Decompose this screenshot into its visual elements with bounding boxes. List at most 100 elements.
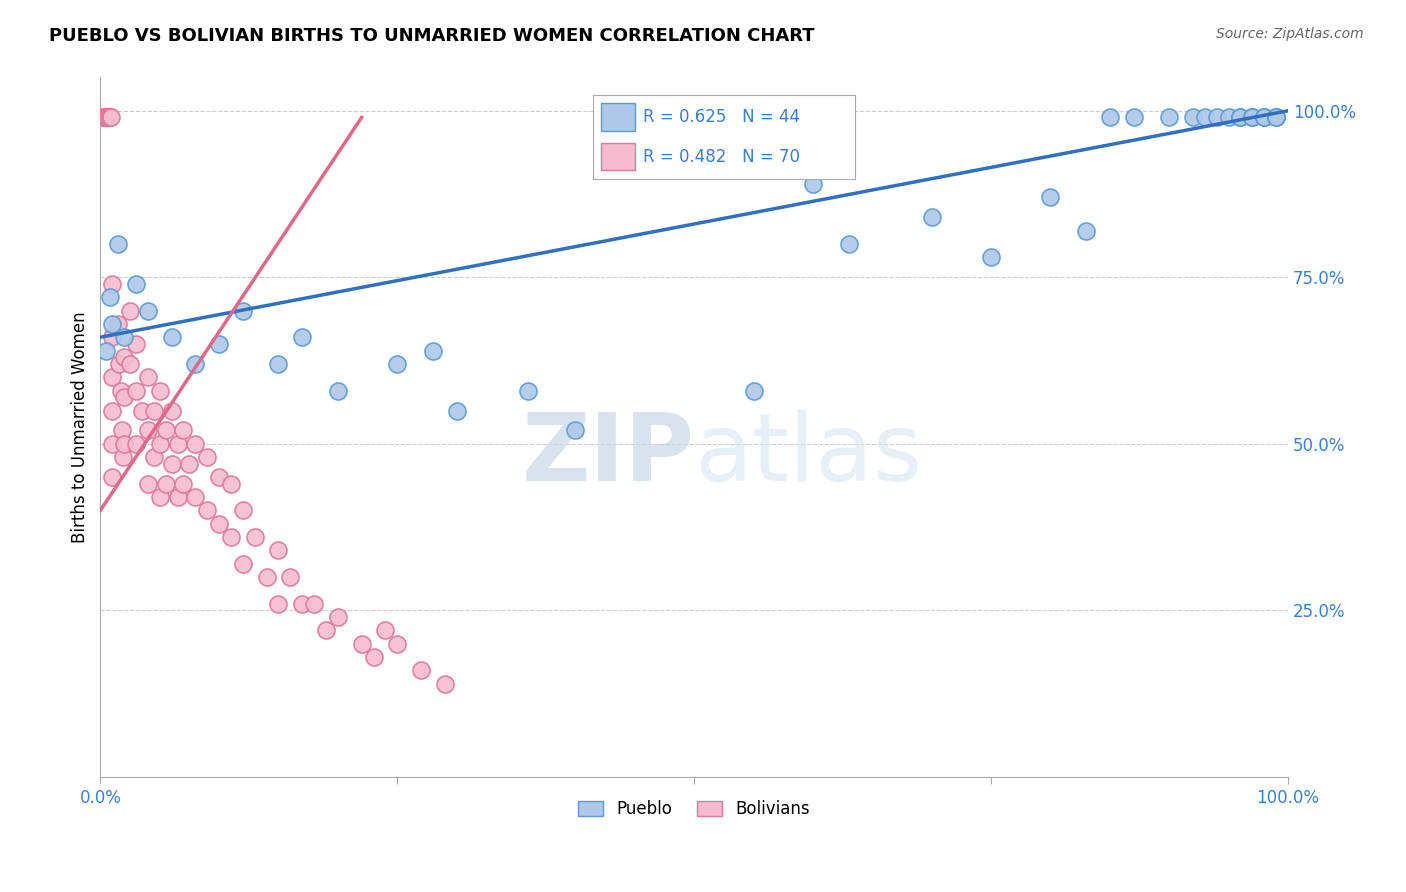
Point xyxy=(184,437,207,451)
Point xyxy=(91,111,114,125)
Point xyxy=(107,317,129,331)
Point xyxy=(1253,111,1275,125)
Point xyxy=(155,476,177,491)
Text: PUEBLO VS BOLIVIAN BIRTHS TO UNMARRIED WOMEN CORRELATION CHART: PUEBLO VS BOLIVIAN BIRTHS TO UNMARRIED W… xyxy=(49,27,815,45)
Point xyxy=(149,490,172,504)
Point xyxy=(1218,111,1240,125)
Point xyxy=(136,424,159,438)
Point xyxy=(374,624,396,638)
Point xyxy=(101,437,124,451)
Point xyxy=(315,624,337,638)
Point xyxy=(1159,111,1181,125)
Point xyxy=(1229,111,1251,125)
Point xyxy=(1181,111,1204,125)
Point xyxy=(208,470,231,484)
Point xyxy=(326,384,349,398)
Point xyxy=(149,437,172,451)
Point xyxy=(96,111,118,125)
Point xyxy=(101,330,124,344)
Point xyxy=(173,476,195,491)
Point xyxy=(387,637,409,651)
Point xyxy=(446,403,468,417)
Point xyxy=(160,330,183,344)
Point xyxy=(291,597,314,611)
Point xyxy=(166,437,188,451)
Point xyxy=(267,597,290,611)
Point xyxy=(125,384,148,398)
Point xyxy=(155,424,177,438)
Point xyxy=(516,384,538,398)
Point xyxy=(110,384,132,398)
Point xyxy=(208,516,231,531)
Point xyxy=(160,457,183,471)
Point xyxy=(1265,111,1288,125)
Point xyxy=(173,424,195,438)
Point xyxy=(1229,111,1251,125)
Point xyxy=(302,597,325,611)
Point xyxy=(980,250,1002,264)
Point xyxy=(838,237,860,252)
Point xyxy=(166,490,188,504)
Point xyxy=(94,111,117,125)
Y-axis label: Births to Unmarried Women: Births to Unmarried Women xyxy=(72,311,89,543)
Point xyxy=(267,357,290,371)
Point xyxy=(208,337,231,351)
Point xyxy=(136,476,159,491)
Point xyxy=(1265,111,1288,125)
Point xyxy=(96,111,118,125)
Point xyxy=(1098,111,1121,125)
Point xyxy=(564,424,586,438)
Point xyxy=(142,403,165,417)
Point xyxy=(1205,111,1227,125)
Point xyxy=(742,384,765,398)
Point xyxy=(1241,111,1264,125)
Point xyxy=(98,111,121,125)
Point xyxy=(112,437,135,451)
Point xyxy=(142,450,165,464)
Point xyxy=(326,610,349,624)
Point xyxy=(422,343,444,358)
Point xyxy=(243,530,266,544)
Point xyxy=(921,211,943,225)
Point xyxy=(195,503,218,517)
Point xyxy=(433,676,456,690)
Point xyxy=(118,303,141,318)
Point xyxy=(184,357,207,371)
Point xyxy=(179,457,201,471)
Point xyxy=(256,570,278,584)
Point xyxy=(219,530,242,544)
Legend: Pueblo, Bolivians: Pueblo, Bolivians xyxy=(571,793,817,824)
Point xyxy=(112,390,135,404)
Point xyxy=(101,277,124,291)
Point xyxy=(409,663,432,677)
Point xyxy=(801,177,824,191)
Point xyxy=(108,357,131,371)
Point xyxy=(101,370,124,384)
Text: ZIP: ZIP xyxy=(522,409,695,501)
Text: atlas: atlas xyxy=(695,409,922,501)
Point xyxy=(267,543,290,558)
Point xyxy=(1194,111,1216,125)
Point xyxy=(96,343,118,358)
Point xyxy=(350,637,373,651)
Point xyxy=(1253,111,1275,125)
Point xyxy=(1241,111,1264,125)
Text: Source: ZipAtlas.com: Source: ZipAtlas.com xyxy=(1216,27,1364,41)
Point xyxy=(112,330,135,344)
Point xyxy=(111,450,134,464)
Point xyxy=(101,470,124,484)
Point xyxy=(219,476,242,491)
Point xyxy=(1265,111,1288,125)
Point xyxy=(232,303,254,318)
Point xyxy=(387,357,409,371)
Point xyxy=(232,557,254,571)
Point xyxy=(1074,224,1097,238)
Point xyxy=(1122,111,1144,125)
Point xyxy=(101,403,124,417)
Point xyxy=(232,503,254,517)
Point xyxy=(136,303,159,318)
Point xyxy=(111,424,134,438)
Point xyxy=(184,490,207,504)
Point xyxy=(195,450,218,464)
Point xyxy=(136,370,159,384)
